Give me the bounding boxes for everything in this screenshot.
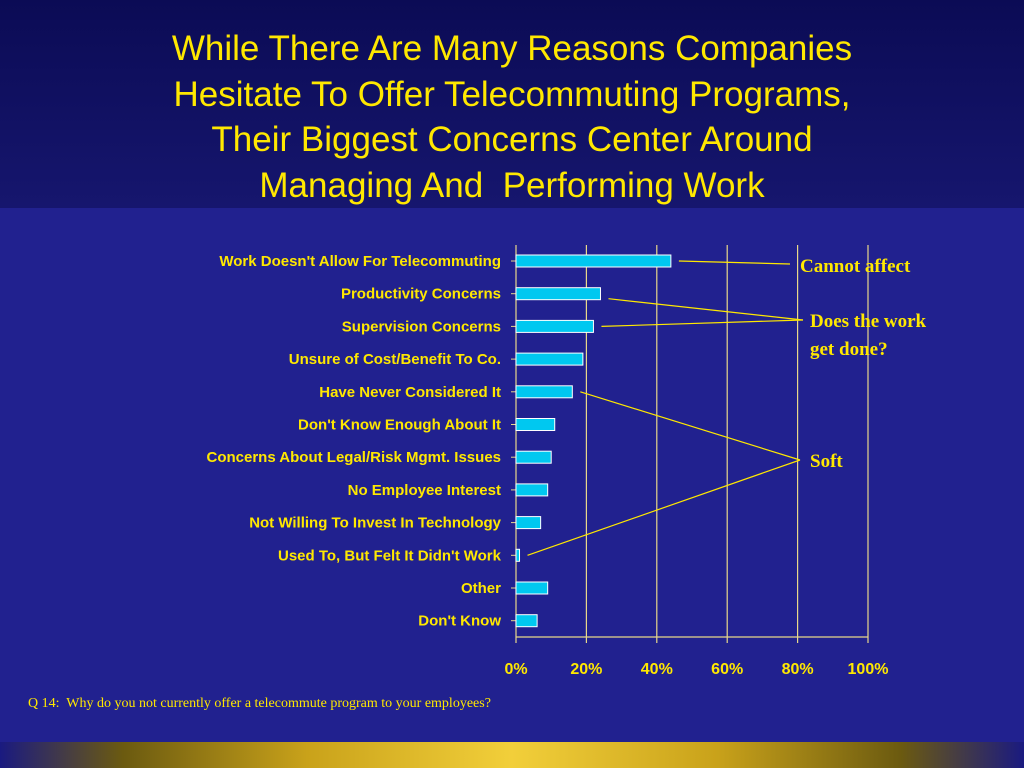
slide-title: While There Are Many Reasons Companies H… [0, 26, 1024, 208]
bar [515, 450, 552, 464]
annotation-label: Cannot affect [800, 256, 911, 277]
category-label: Supervision Concerns [342, 318, 501, 335]
annotation-leader-line [527, 459, 801, 556]
question-footnote: Q 14: Why do you not currently offer a t… [28, 696, 491, 711]
category-label: Other [461, 580, 501, 597]
decorative-gold-bar [0, 742, 1024, 768]
title-band [0, 0, 1024, 208]
category-label: Don't Know Enough About It [298, 417, 501, 434]
bar [515, 614, 538, 628]
bar [515, 254, 672, 268]
category-label: Concerns About Legal/Risk Mgmt. Issues [207, 449, 502, 466]
title-line-1: While There Are Many Reasons Companies [171, 29, 853, 68]
bar [515, 287, 601, 301]
annotation-label: Soft [810, 451, 843, 472]
category-label: Unsure of Cost/Benefit To Co. [289, 351, 501, 368]
x-tick-label: 100% [848, 661, 889, 678]
bar [515, 581, 549, 595]
bar [515, 319, 594, 333]
x-tick-label: 20% [570, 661, 602, 678]
annotation-leader-line [601, 319, 804, 327]
category-label: Used To, But Felt It Didn't Work [278, 547, 502, 564]
x-tick-label: 40% [641, 661, 673, 678]
title-line-2: Hesitate To Offer Telecommuting Programs… [173, 74, 851, 114]
category-label: No Employee Interest [348, 482, 501, 499]
bar [515, 418, 556, 431]
title-line-3: Their Biggest Concerns Center Around [211, 120, 813, 159]
x-tick-label: 60% [711, 661, 743, 678]
category-label: Productivity Concerns [341, 286, 501, 303]
bar [515, 385, 573, 399]
annotation-label: get done? [810, 339, 888, 360]
annotation-label: Does the work [810, 311, 927, 332]
bar-chart: 0% 20% 40% 60% 80% 100% Work Doesn't Allow For… [207, 245, 927, 678]
bar [515, 352, 584, 366]
annotation-leader-line [580, 391, 801, 461]
annotation-leader-line [608, 298, 804, 321]
x-tick-label: 80% [782, 661, 814, 678]
bar [515, 548, 521, 562]
category-label: Work Doesn't Allow For Telecommuting [219, 253, 501, 270]
category-label: Don't Know [418, 613, 501, 630]
x-tick-label: 0% [504, 661, 527, 678]
bar [515, 516, 542, 530]
category-label: Not Willing To Invest In Technology [249, 515, 501, 532]
category-label: Have Never Considered It [319, 384, 501, 401]
title-line-4: Managing And Performing Work [259, 165, 765, 205]
bar [515, 483, 549, 497]
annotation-leader-line [678, 260, 791, 265]
